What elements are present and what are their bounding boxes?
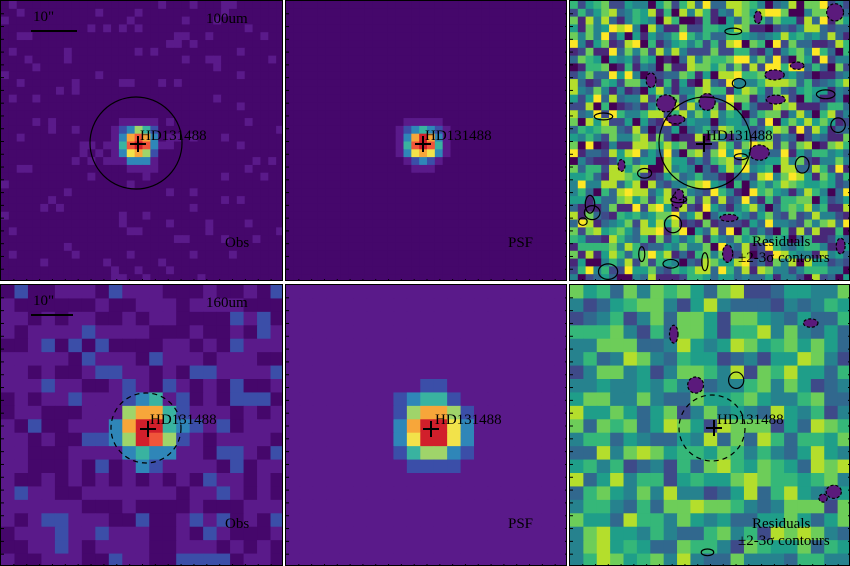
psf-160um-image	[286, 285, 566, 565]
residuals-160um-image	[570, 285, 849, 565]
axis-ticks	[286, 13, 566, 280]
psf-label: PSF	[508, 516, 534, 532]
obs-label: Obs	[225, 516, 250, 532]
axis-ticks	[1, 13, 272, 280]
pixel-grid	[1, 285, 282, 565]
obs-100um-panel: 10" 100um HD131488 Obs	[0, 0, 283, 281]
residuals-label: Residuals	[752, 516, 811, 532]
source-cross-icon	[415, 136, 431, 152]
aperture-circle	[658, 96, 752, 190]
residual-contours	[668, 318, 842, 557]
band-label: 160um	[206, 295, 248, 311]
residuals-label: Residuals	[752, 234, 811, 250]
psf-label: PSF	[508, 235, 534, 251]
source-cross-icon	[696, 136, 712, 152]
scale-label: 10"	[33, 9, 55, 25]
pixel-grid	[570, 285, 849, 565]
obs-160um-image	[1, 285, 282, 565]
obs-label: Obs	[225, 235, 250, 251]
band-label: 100um	[206, 11, 248, 27]
obs-100um-image	[1, 1, 282, 280]
aperture-circle	[678, 394, 746, 462]
target-name: HD131488	[435, 412, 502, 428]
axis-ticks	[570, 297, 849, 565]
target-name: HD131488	[706, 128, 773, 144]
residuals-160um-panel: HD131488 Residuals ±2-3σ contours	[569, 284, 850, 566]
axis-ticks	[1, 297, 272, 565]
pixel-grid	[570, 1, 849, 280]
aperture-circle	[89, 96, 183, 190]
target-name: HD131488	[425, 128, 492, 144]
scale-bar	[31, 30, 77, 32]
psf-100um-image	[286, 1, 566, 280]
residual-contours	[578, 3, 846, 280]
pixel-grid	[1, 1, 282, 280]
axis-ticks	[286, 297, 566, 565]
psf-100um-panel: HD131488 PSF	[285, 0, 567, 281]
source-cross-icon	[130, 136, 146, 152]
target-name: HD131488	[140, 128, 207, 144]
scale-label: 10"	[33, 293, 55, 309]
obs-160um-panel: 10" 160um HD131488 Obs	[0, 284, 283, 566]
residuals-100um-panel: HD131488 Residuals ±2-3σ contours	[569, 0, 850, 281]
source-cross-icon	[706, 420, 722, 436]
contours-label: ±2-3σ contours	[738, 250, 830, 266]
aperture-circle	[110, 392, 182, 464]
scale-bar	[31, 314, 73, 316]
target-name: HD131488	[150, 412, 217, 428]
source-cross-icon	[423, 421, 439, 437]
source-cross-icon	[140, 421, 156, 437]
pixel-grid	[286, 285, 566, 565]
axis-ticks	[570, 13, 849, 280]
residuals-100um-image	[570, 1, 849, 280]
psf-160um-panel: HD131488 PSF	[285, 284, 567, 566]
contours-label: ±2-3σ contours	[738, 533, 830, 549]
pixel-grid	[286, 1, 566, 280]
target-name: HD131488	[717, 412, 784, 428]
